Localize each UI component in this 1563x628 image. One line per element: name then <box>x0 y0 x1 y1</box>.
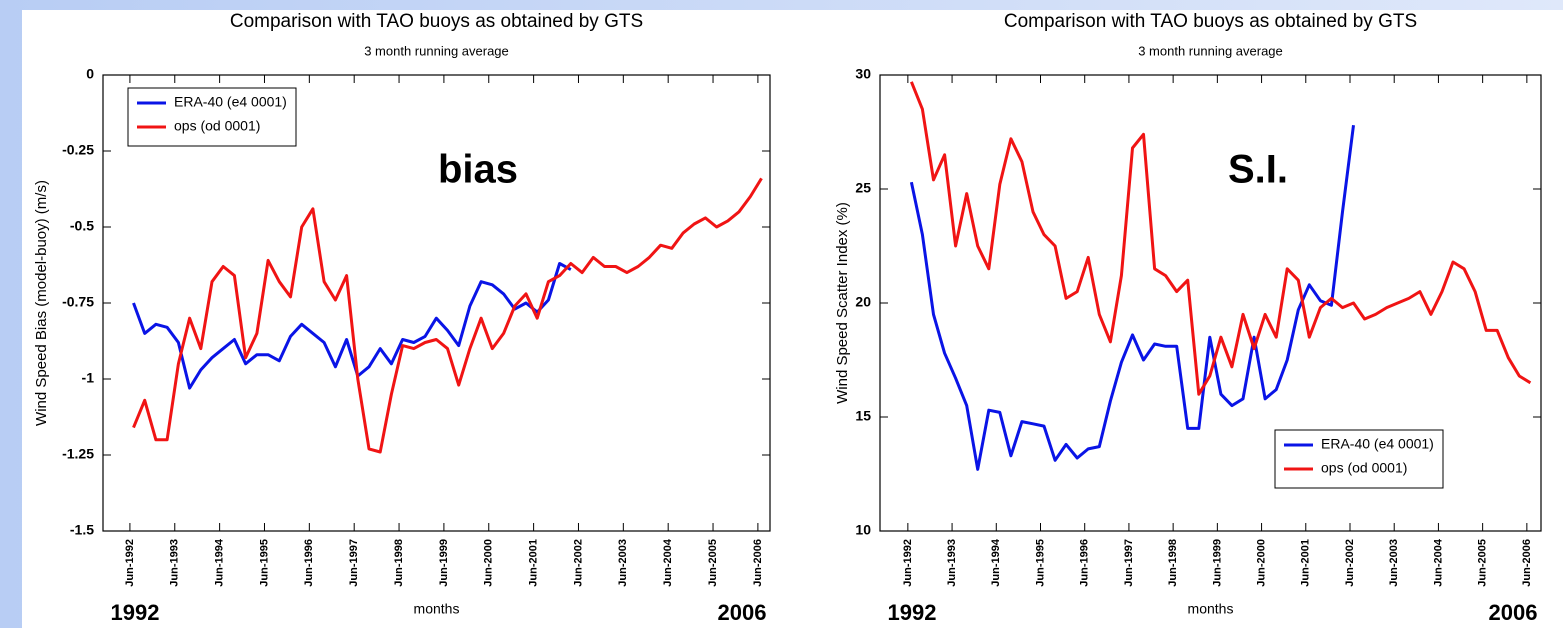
y-tick-label: -1.5 <box>70 522 94 538</box>
series-line <box>909 125 1355 471</box>
range-label: 1992 <box>888 600 937 625</box>
x-tick-label: Jun-1998 <box>393 539 405 587</box>
x-tick-label: Jun-1998 <box>1167 539 1179 587</box>
x-tick-label: Jun-1994 <box>990 538 1002 587</box>
series-line <box>132 177 763 454</box>
y-tick-label: 0 <box>86 66 94 82</box>
x-tick-label: Jun-2005 <box>1477 539 1489 587</box>
plot-frame <box>879 74 1542 532</box>
x-tick-label: Jun-1997 <box>1123 539 1135 587</box>
y-tick-label: 30 <box>855 66 871 82</box>
range-label: 1992 <box>111 600 160 625</box>
plot-frame <box>102 74 771 532</box>
x-axis-label: months <box>414 601 460 617</box>
x-tick-label: Jun-2000 <box>483 539 495 587</box>
legend-box <box>127 87 297 147</box>
y-tick-label: -0.5 <box>70 218 94 234</box>
annotation: bias <box>438 148 518 192</box>
y-tick-label: 10 <box>855 522 871 538</box>
y-tick-label: -0.25 <box>62 142 94 158</box>
x-tick-label: Jun-1996 <box>1079 539 1091 587</box>
x-tick-label: Jun-1996 <box>303 539 315 587</box>
x-tick-label: Jun-2001 <box>1300 539 1312 587</box>
x-tick-label: Jun-1992 <box>902 539 914 587</box>
legend-label: ops (od 0001) <box>174 118 260 134</box>
x-tick-label: Jun-2002 <box>572 539 584 587</box>
annotation: S.I. <box>1228 148 1288 192</box>
x-tick-label: Jun-1997 <box>348 539 360 587</box>
range-label: 2006 <box>718 600 767 625</box>
x-tick-label: Jun-2002 <box>1344 539 1356 587</box>
legend: ERA-40 (e4 0001) ops (od 0001) <box>127 87 297 147</box>
x-tick-label: Jun-2006 <box>752 539 764 587</box>
legend-label: ops (od 0001) <box>1321 460 1407 476</box>
y-tick-label: -1.25 <box>62 446 94 462</box>
x-tick-label: Jun-1992 <box>124 539 136 587</box>
x-tick-label: Jun-2004 <box>662 538 674 587</box>
x-tick-label: Jun-1999 <box>1211 539 1223 587</box>
x-tick-label: Jun-2001 <box>528 539 540 587</box>
x-tick-label: Jun-2005 <box>707 539 719 587</box>
y-tick-label: 25 <box>855 180 871 196</box>
y-axis-label: Wind Speed Bias (model-buoy) (m/s) <box>33 180 50 426</box>
x-tick-label: Jun-2000 <box>1255 539 1267 587</box>
x-tick-label: Jun-1995 <box>258 539 270 587</box>
y-tick-label: 15 <box>855 408 871 424</box>
x-tick-label: Jun-2003 <box>617 539 629 587</box>
x-tick-label: Jun-2004 <box>1432 538 1444 587</box>
x-tick-label: Jun-2006 <box>1521 539 1533 587</box>
legend-box <box>1274 429 1444 489</box>
series-line <box>132 262 572 390</box>
y-tick-label: 20 <box>855 294 871 310</box>
x-tick-label: Jun-2003 <box>1388 539 1400 587</box>
chart: Comparison with TAO buoys as obtained by… <box>33 11 771 625</box>
legend-label: ERA-40 (e4 0001) <box>1321 436 1434 452</box>
chart-subtitle: 3 month running average <box>364 43 509 58</box>
x-tick-label: Jun-1993 <box>169 539 181 587</box>
chart: Comparison with TAO buoys as obtained by… <box>834 11 1542 625</box>
x-axis-label: months <box>1188 601 1234 617</box>
chart-title: Comparison with TAO buoys as obtained by… <box>230 11 643 32</box>
x-tick-label: Jun-1995 <box>1034 539 1046 587</box>
legend: ERA-40 (e4 0001) ops (od 0001) <box>1274 429 1444 489</box>
x-tick-label: Jun-1994 <box>214 538 226 587</box>
legend-label: ERA-40 (e4 0001) <box>174 94 287 110</box>
chart-title: Comparison with TAO buoys as obtained by… <box>1004 11 1417 32</box>
x-tick-label: Jun-1993 <box>946 539 958 587</box>
x-tick-label: Jun-1999 <box>438 539 450 587</box>
y-axis-label: Wind Speed Scatter Index (%) <box>834 202 851 404</box>
y-tick-label: -0.75 <box>62 294 94 310</box>
range-label: 2006 <box>1489 600 1538 625</box>
chart-subtitle: 3 month running average <box>1138 43 1283 58</box>
series-line <box>910 81 1532 396</box>
y-tick-label: -1 <box>82 370 95 386</box>
